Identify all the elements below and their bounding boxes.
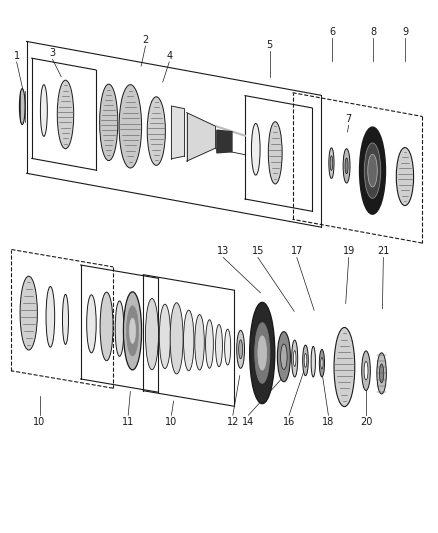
- Text: 3: 3: [49, 48, 56, 58]
- Text: 7: 7: [346, 114, 352, 124]
- Ellipse shape: [20, 276, 37, 350]
- Ellipse shape: [396, 148, 413, 206]
- Ellipse shape: [292, 340, 298, 377]
- Text: 1: 1: [14, 51, 20, 61]
- Text: 12: 12: [226, 417, 239, 427]
- Ellipse shape: [364, 361, 368, 380]
- Ellipse shape: [254, 322, 270, 383]
- Ellipse shape: [368, 154, 377, 187]
- Polygon shape: [217, 130, 232, 153]
- Ellipse shape: [46, 287, 55, 347]
- Ellipse shape: [334, 327, 355, 407]
- Ellipse shape: [40, 85, 47, 136]
- Text: 20: 20: [360, 417, 372, 427]
- Ellipse shape: [360, 127, 385, 214]
- Ellipse shape: [379, 364, 384, 383]
- Ellipse shape: [343, 149, 350, 183]
- Ellipse shape: [119, 85, 141, 168]
- Ellipse shape: [100, 292, 113, 361]
- Ellipse shape: [303, 345, 308, 376]
- Ellipse shape: [57, 80, 74, 149]
- Text: 10: 10: [165, 417, 177, 427]
- Text: 9: 9: [402, 27, 408, 37]
- Ellipse shape: [225, 329, 231, 365]
- Ellipse shape: [319, 350, 325, 377]
- Text: 16: 16: [283, 417, 295, 427]
- Ellipse shape: [159, 304, 170, 368]
- Text: 18: 18: [322, 417, 335, 427]
- Ellipse shape: [127, 306, 138, 356]
- Ellipse shape: [145, 298, 159, 370]
- Ellipse shape: [124, 292, 141, 370]
- Ellipse shape: [19, 88, 25, 125]
- Ellipse shape: [268, 122, 282, 184]
- Ellipse shape: [293, 351, 296, 367]
- Ellipse shape: [237, 330, 244, 368]
- Ellipse shape: [362, 351, 371, 391]
- Ellipse shape: [205, 320, 213, 368]
- Text: 5: 5: [266, 40, 273, 50]
- Polygon shape: [187, 112, 215, 161]
- Ellipse shape: [345, 158, 348, 174]
- Ellipse shape: [377, 353, 386, 394]
- Text: 4: 4: [166, 51, 172, 61]
- Ellipse shape: [63, 294, 68, 344]
- Ellipse shape: [115, 301, 124, 357]
- Text: 19: 19: [343, 246, 355, 256]
- Ellipse shape: [130, 318, 135, 343]
- Ellipse shape: [251, 124, 260, 175]
- Ellipse shape: [250, 302, 275, 403]
- Ellipse shape: [87, 295, 96, 353]
- Text: 21: 21: [377, 246, 389, 256]
- Ellipse shape: [330, 156, 333, 171]
- Ellipse shape: [195, 314, 204, 370]
- Ellipse shape: [329, 148, 334, 179]
- Text: 8: 8: [370, 27, 376, 37]
- Text: 6: 6: [329, 27, 336, 37]
- Ellipse shape: [170, 303, 183, 374]
- Text: 11: 11: [122, 417, 134, 427]
- Ellipse shape: [364, 143, 381, 198]
- Text: 14: 14: [242, 417, 254, 427]
- Ellipse shape: [281, 344, 287, 369]
- Polygon shape: [171, 106, 184, 159]
- Ellipse shape: [147, 97, 166, 165]
- Ellipse shape: [239, 340, 243, 359]
- Ellipse shape: [277, 332, 290, 382]
- Text: 10: 10: [33, 417, 46, 427]
- Ellipse shape: [321, 358, 323, 369]
- Text: 15: 15: [252, 246, 264, 256]
- Ellipse shape: [311, 346, 315, 377]
- Ellipse shape: [304, 353, 307, 367]
- Ellipse shape: [258, 336, 267, 370]
- Ellipse shape: [184, 310, 194, 371]
- Text: 13: 13: [217, 246, 230, 256]
- Ellipse shape: [215, 325, 223, 367]
- Text: 2: 2: [142, 35, 148, 45]
- Text: 17: 17: [291, 246, 303, 256]
- Ellipse shape: [100, 84, 118, 160]
